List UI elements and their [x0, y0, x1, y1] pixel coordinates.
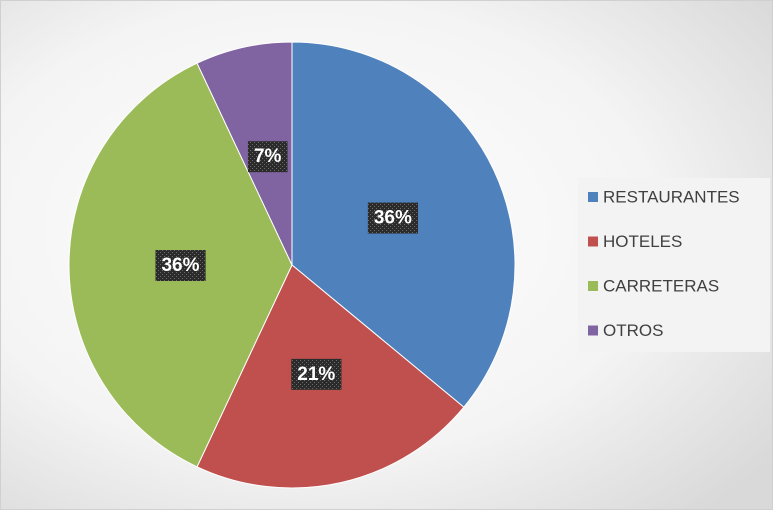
data-label: 7% [254, 146, 282, 167]
data-label: 36% [374, 208, 412, 229]
legend-label: HOTELES [603, 232, 682, 251]
data-label-box [247, 141, 288, 173]
legend-swatch [588, 325, 598, 336]
legend-box [578, 178, 770, 352]
legend-swatch [588, 281, 598, 291]
legend-swatch [588, 236, 598, 247]
legend-swatch [588, 192, 598, 202]
legend-label: RESTAURANTES [603, 187, 740, 206]
legend-label: CARRETERAS [603, 276, 719, 295]
data-label-box [367, 202, 419, 234]
pie-slice [196, 41, 293, 266]
data-label-box [155, 250, 206, 282]
data-label-box [291, 358, 342, 390]
data-label: 36% [161, 255, 199, 276]
data-label: 21% [297, 364, 335, 385]
legend-label: OTROS [603, 321, 663, 340]
